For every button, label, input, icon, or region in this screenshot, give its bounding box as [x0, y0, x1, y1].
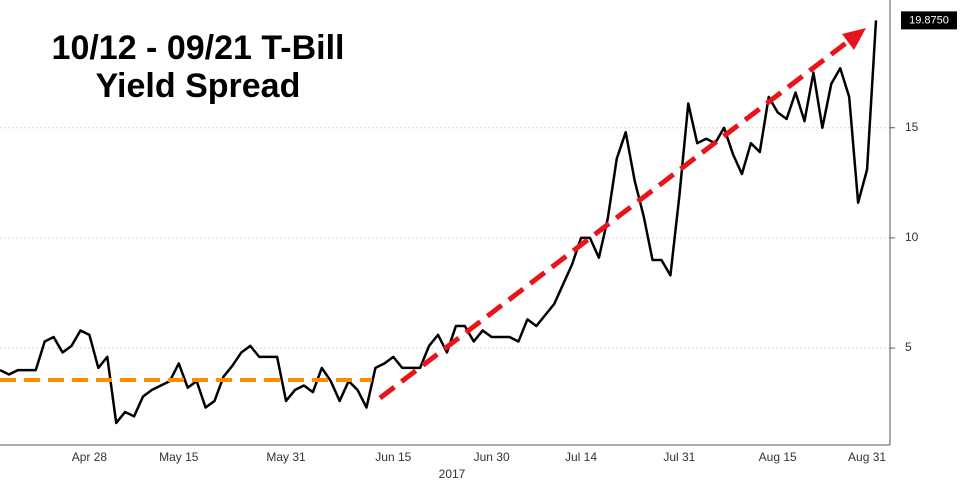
x-tick-label: May 15 — [159, 450, 199, 464]
x-tick-label: Apr 28 — [72, 450, 108, 464]
arrow-head — [842, 28, 866, 50]
last-value-badge — [901, 11, 957, 30]
rising-trend-annotation — [378, 38, 852, 400]
x-tick-label: Jul 31 — [663, 450, 695, 464]
y-tick-label: 10 — [905, 230, 919, 244]
x-tick-label: Jun 30 — [474, 450, 510, 464]
chart-title: 10/12 - 09/21 T-Bill — [52, 29, 345, 67]
x-tick-label: Jul 14 — [565, 450, 597, 464]
data-line — [0, 20, 878, 425]
y-tick-label: 5 — [905, 340, 912, 354]
x-tick-label: Aug 31 — [848, 450, 886, 464]
x-tick-label: Jun 15 — [375, 450, 411, 464]
x-tick-label: May 31 — [266, 450, 306, 464]
x-tick-label: Aug 15 — [759, 450, 797, 464]
x-axis-label: 2017 — [439, 467, 466, 481]
last-value-label: 19.8750 — [909, 14, 949, 26]
y-tick-label: 15 — [905, 120, 919, 134]
plot-layer — [0, 20, 878, 425]
chart-title: Yield Spread — [96, 67, 301, 105]
